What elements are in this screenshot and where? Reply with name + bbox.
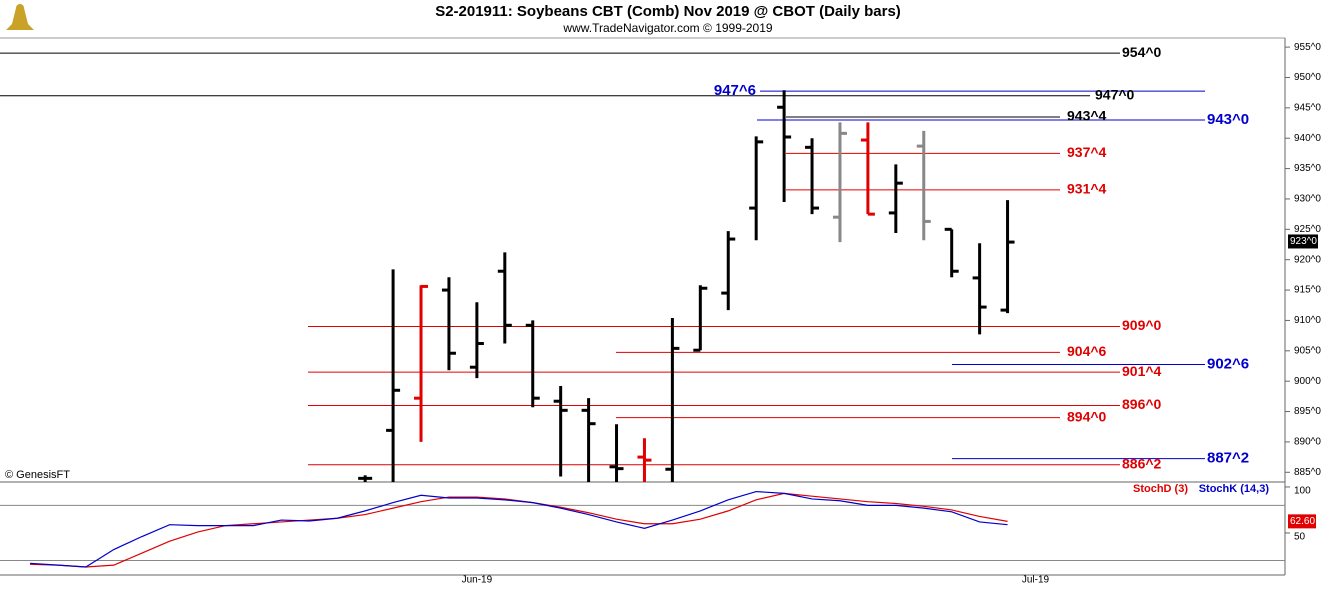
level-label: 909^0 [1122,317,1162,333]
x-tick-label: Jul-19 [1022,575,1050,586]
y-tick-label: 890^0 [1294,437,1321,448]
y-tick-label: 925^0 [1294,224,1321,235]
last-price-box [1288,234,1318,249]
logo [6,4,34,30]
chart-title: S2-201911: Soybeans CBT (Comb) Nov 2019 … [435,3,901,20]
level-label: 954^0 [1122,44,1162,60]
legend-entry: StochD (3) [1133,483,1188,495]
level-label: 902^6 [1207,355,1249,372]
axes: 885^0 890^0 895^0 900^0 905^0 910^0 915^0 920^0… [462,42,1322,586]
y-tick-label: 915^0 [1294,285,1321,296]
level-label: 896^0 [1122,396,1162,412]
level-label: 886^2 [1122,455,1162,471]
y-tick-label: 900^0 [1294,376,1321,387]
y-tick-label: 50 [1294,532,1306,543]
subtitle: www.TradeNavigator.com © 1999-2019 [562,21,772,35]
y-tick-label: 935^0 [1294,163,1321,174]
y-tick-label: 895^0 [1294,406,1321,417]
level-label: 937^4 [1067,144,1107,160]
level-label: 947^0 [1095,86,1135,102]
x-tick-label: Jun-19 [462,575,493,586]
level-label: 904^6 [1067,343,1107,359]
level-label: 947^6 [714,82,756,99]
y-tick-label: 945^0 [1294,102,1321,113]
level-label: 887^2 [1207,450,1249,467]
last-value-label: 62.60 [1290,516,1315,527]
y-tick-label: 950^0 [1294,72,1321,83]
level-label: 931^4 [1067,181,1107,197]
last-price-label: 923^0 [1290,236,1317,247]
stoch-line [29,490,1008,568]
legend-entry: StochK (14,3) [1199,483,1270,495]
y-tick-label: 885^0 [1294,467,1321,478]
price-panel [0,52,1205,482]
last-value-box [1288,514,1316,529]
level-label: 943^4 [1067,108,1107,124]
y-tick-label: 920^0 [1294,254,1321,265]
y-tick-label: 100 [1294,486,1311,497]
stoch-panel [0,490,1285,568]
y-tick-label: 940^0 [1294,133,1321,144]
copyright: © GenesisFT [5,469,70,481]
y-tick-label: 905^0 [1294,345,1321,356]
y-tick-label: 910^0 [1294,315,1321,326]
level-label: 943^0 [1207,111,1249,128]
y-tick-label: 930^0 [1294,194,1321,205]
level-label: 894^0 [1067,408,1107,424]
y-tick-label: 955^0 [1294,42,1321,53]
level-label: 901^4 [1122,363,1162,379]
